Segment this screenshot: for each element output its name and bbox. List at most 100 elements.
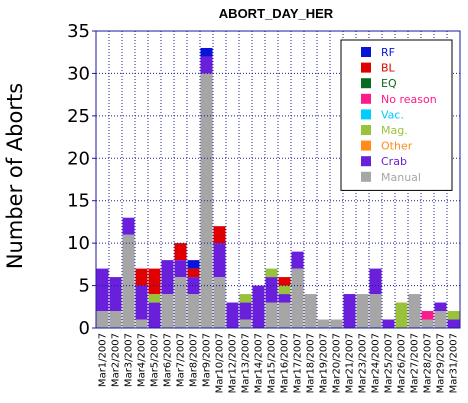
bar-segment [148,302,161,328]
x-tick-label: Mar6/2007 [163,333,174,387]
y-tick-label: 20 [67,148,90,169]
bar-segment [434,302,447,312]
bar-segment [239,319,252,328]
x-tick-label: Mar28/2007 [423,333,434,393]
x-tick-label: Mar8/2007 [189,333,200,387]
bar-segment [421,311,434,320]
x-tick-label: Mar23/2007 [358,333,369,393]
bar-segment [239,294,252,303]
bar-segment [213,243,226,278]
bar-segment [109,311,122,328]
x-tick-label: Mar1/2007 [98,333,109,387]
x-tick-label: Mar31/2007 [449,333,460,393]
legend-box [340,39,453,191]
y-tick-label: 0 [79,318,90,339]
bar-segment [161,260,174,295]
legend-label: Vac. [381,108,404,121]
y-tick-label: 35 [67,21,90,42]
bar-segment [317,319,330,328]
legend-swatch [361,78,371,89]
y-tick-label: 30 [67,63,90,84]
bar-segment [122,234,135,328]
bar-segment [343,294,356,328]
legend-swatch [361,109,371,120]
x-tick-label: Mar4/2007 [137,333,148,387]
x-tick-label: Mar3/2007 [124,333,135,387]
bar-segment [213,277,226,328]
bar-segment [122,217,135,235]
bar-segment [200,73,213,329]
x-tick-label: Mar18/2007 [306,333,317,393]
x-tick-label: Mar2/2007 [111,333,122,387]
x-tick-label: Mar26/2007 [397,333,408,393]
bar-segment [109,277,122,312]
x-tick-label: Mar20/2007 [332,333,343,393]
legend-label: RF [381,46,395,59]
y-axis-label: Number of Aborts [3,83,27,269]
legend-label: No reason [381,93,437,106]
legend-swatch [361,62,371,73]
x-tick-label: Mar25/2007 [384,333,395,393]
x-tick-label: Mar19/2007 [319,333,330,393]
bar-segment [187,268,200,278]
bar-segment [135,319,148,328]
bar-segment [187,294,200,328]
bar-segment [226,302,239,328]
x-tick-label: Mar13/2007 [241,333,252,393]
bar-segment [200,47,213,57]
bar-segment [421,319,434,328]
bar-segment [369,268,382,295]
bar-segment [291,268,304,328]
bar-segment [330,319,343,328]
x-tick-label: Mar15/2007 [267,333,278,393]
bar-segment [382,319,395,328]
bar-segment [369,294,382,328]
bar-segment [304,294,317,328]
x-tick-label: Mar14/2007 [254,333,265,393]
bar-segment [278,285,291,295]
bar-segment [239,302,252,320]
bar-segment [135,285,148,320]
legend-label: Mag. [381,124,408,137]
x-tick-label: Mar21/2007 [345,333,356,393]
legend-swatch [361,140,371,151]
y-tick-label: 10 [67,233,90,254]
chart-title: ABORT_DAY_HER [219,6,334,21]
legend-label: Other [381,140,413,153]
legend: RF BL EQ No reason Vac. Mag. Other Crab Manual [340,39,453,191]
bar-segment [148,294,161,303]
bar-segment [174,277,187,328]
bar-segment [96,268,109,312]
x-tick-label: Mar12/2007 [228,333,239,393]
legend-label: Manual [381,171,421,184]
bar-segment [265,268,278,278]
bar-segment [187,260,200,269]
bar-segment [447,319,460,328]
y-tick-label: 15 [67,191,90,212]
bar-segment [174,260,187,278]
bar-segment [447,311,460,320]
x-tick-label: Mar27/2007 [410,333,421,393]
legend-swatch [361,156,371,167]
legend-swatch [361,125,371,135]
bar-segment [278,277,291,286]
bar-segment [135,268,148,286]
legend-label: Crab [381,155,407,168]
x-tick-label: Mar29/2007 [436,333,447,393]
bar-segment [278,294,291,303]
bar-segment [434,311,447,328]
x-tick-label: Mar10/2007 [215,333,226,393]
bar-segment [187,277,200,295]
bar-segment [161,294,174,328]
x-tick-label: Mar24/2007 [371,333,382,393]
x-tick-label: Mar5/2007 [150,333,161,387]
bar-segment [265,277,278,303]
y-tick-label: 5 [79,276,90,297]
y-tick-label: 25 [67,106,90,127]
bar-segment [174,243,187,261]
legend-swatch [361,171,371,182]
bar-segment [278,302,291,328]
bar-segment [291,251,304,269]
bar-segment [252,285,265,328]
